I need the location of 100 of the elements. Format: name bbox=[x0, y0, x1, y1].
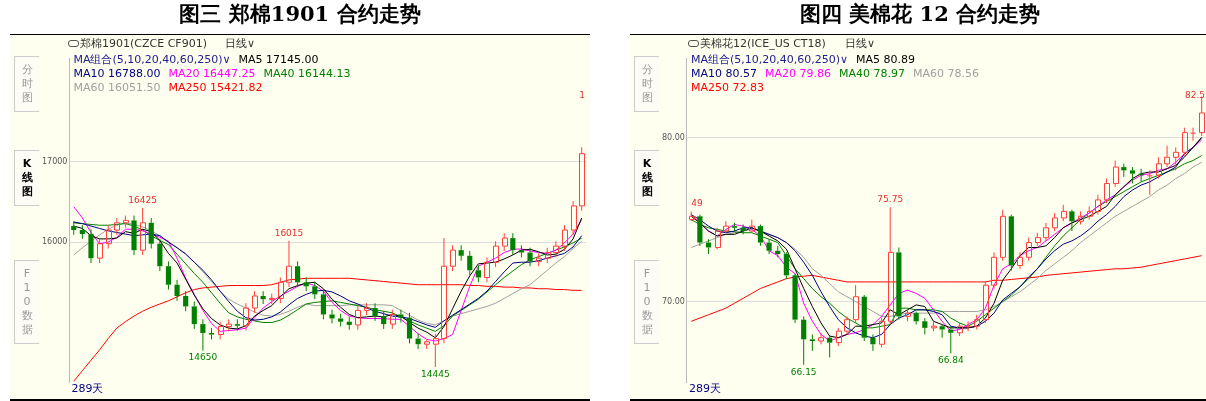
candlestick bbox=[888, 206, 894, 326]
y-tick-label: 17000 bbox=[42, 156, 68, 166]
candlestick bbox=[484, 256, 490, 283]
candlestick bbox=[243, 302, 249, 332]
candlestick bbox=[1078, 210, 1084, 225]
candlestick bbox=[965, 320, 971, 332]
candlestick bbox=[106, 224, 112, 250]
candlestick bbox=[1069, 209, 1075, 232]
annotation: 14445 bbox=[421, 368, 450, 379]
annotation: 289天 bbox=[71, 382, 104, 396]
candlestick bbox=[355, 305, 361, 331]
annotation: 16015 bbox=[274, 227, 304, 238]
text: MA40 78.97 bbox=[838, 67, 905, 81]
y-tick-label: 70.00 bbox=[662, 296, 685, 306]
annotation: 49 bbox=[691, 198, 703, 209]
annotation: 75.75 bbox=[877, 194, 904, 205]
candlestick bbox=[870, 333, 876, 352]
candlestick bbox=[922, 317, 928, 335]
text: 289天 bbox=[688, 382, 721, 396]
candlestick bbox=[1017, 251, 1023, 270]
text: 美棉花12(ICE_US CT18) bbox=[700, 36, 826, 51]
candlestick bbox=[827, 335, 833, 358]
candlestick bbox=[1147, 169, 1153, 196]
candlestick bbox=[157, 238, 163, 272]
candlestick bbox=[697, 214, 703, 247]
candlestick bbox=[536, 252, 542, 267]
annotation: 16425 bbox=[128, 194, 157, 205]
text: 郑棉1901(CZCE CF901) bbox=[80, 36, 207, 51]
candlestick bbox=[320, 289, 326, 320]
candlestick bbox=[165, 260, 172, 291]
candlestick bbox=[441, 237, 447, 344]
text: MA5 80.89 bbox=[856, 53, 916, 67]
candlestick bbox=[123, 215, 129, 229]
candlestick bbox=[1000, 209, 1006, 262]
candlestick bbox=[183, 290, 189, 312]
candlestick bbox=[278, 276, 284, 304]
candlestick bbox=[398, 309, 404, 324]
candlestick bbox=[1173, 146, 1179, 171]
chart-title: 图三 郑棉1901 合约走势 bbox=[178, 0, 422, 28]
legend-title: MA组合(5,10,20,40,60,250)∨ bbox=[690, 53, 849, 67]
candlestick bbox=[1129, 166, 1136, 184]
candlestick bbox=[191, 301, 197, 330]
text: MA10 16788.00 bbox=[73, 67, 161, 81]
candlestick bbox=[312, 281, 318, 300]
annotation: 66.15 bbox=[790, 366, 817, 377]
candlestick bbox=[372, 302, 378, 322]
annotation: 14650 bbox=[188, 352, 218, 363]
annotation: 82.5 bbox=[1184, 89, 1205, 100]
candlestick bbox=[303, 276, 309, 292]
candlestick bbox=[896, 246, 902, 321]
candlestick bbox=[766, 238, 772, 255]
candlestick bbox=[853, 284, 859, 324]
candlestick bbox=[338, 313, 344, 328]
candlestick bbox=[801, 315, 807, 366]
text: F10数据 bbox=[14, 260, 39, 344]
candlestick bbox=[792, 273, 798, 324]
candlestick bbox=[1043, 222, 1049, 242]
annotation: 1 bbox=[579, 89, 585, 100]
candlestick bbox=[527, 247, 533, 267]
candlestick bbox=[88, 228, 94, 264]
candlestick bbox=[458, 244, 464, 262]
candlestick bbox=[467, 250, 473, 276]
candlestick bbox=[1095, 194, 1101, 216]
candlestick bbox=[510, 232, 516, 256]
text: MA20 79.86 bbox=[764, 67, 831, 81]
candlestick bbox=[553, 240, 559, 258]
candlestick bbox=[939, 324, 945, 339]
text: MA20 16447.25 bbox=[168, 67, 256, 81]
candlestick bbox=[295, 260, 301, 288]
candlestick bbox=[1190, 127, 1196, 142]
annotation: 66.84 bbox=[937, 355, 964, 366]
candlestick bbox=[140, 207, 146, 256]
candlestick bbox=[1156, 156, 1162, 180]
candlestick bbox=[809, 333, 815, 352]
text: MA5 17145.00 bbox=[238, 53, 319, 67]
chart-title: 图四 美棉花 12 合约走势 bbox=[798, 0, 1042, 28]
candlestick bbox=[218, 321, 224, 340]
legend-title: MA组合(5,10,20,40,60,250)∨ bbox=[73, 53, 231, 67]
candlestick bbox=[329, 309, 335, 324]
text: K线图 bbox=[634, 150, 659, 206]
y-tick-label: 16000 bbox=[42, 237, 68, 247]
text: F10数据 bbox=[634, 260, 659, 344]
text: 分时图 bbox=[14, 56, 39, 112]
candlestick bbox=[200, 318, 206, 352]
candlestick bbox=[579, 146, 585, 212]
text: MA40 16144.13 bbox=[263, 67, 351, 81]
candlestick bbox=[286, 240, 292, 288]
candlestick bbox=[913, 310, 919, 326]
candlestick bbox=[79, 224, 85, 240]
candlestick bbox=[571, 200, 577, 236]
text: MA250 15421.82 bbox=[168, 81, 263, 95]
candlestick bbox=[1199, 96, 1205, 137]
candlestick bbox=[518, 244, 525, 258]
candlestick bbox=[991, 251, 997, 289]
text: MA10 80.57 bbox=[690, 67, 757, 81]
text: 分时图 bbox=[634, 56, 659, 112]
text: MA60 16051.50 bbox=[73, 81, 161, 95]
candlestick bbox=[475, 264, 481, 283]
text: 日线∨ bbox=[845, 36, 876, 51]
candlestick bbox=[174, 279, 180, 302]
